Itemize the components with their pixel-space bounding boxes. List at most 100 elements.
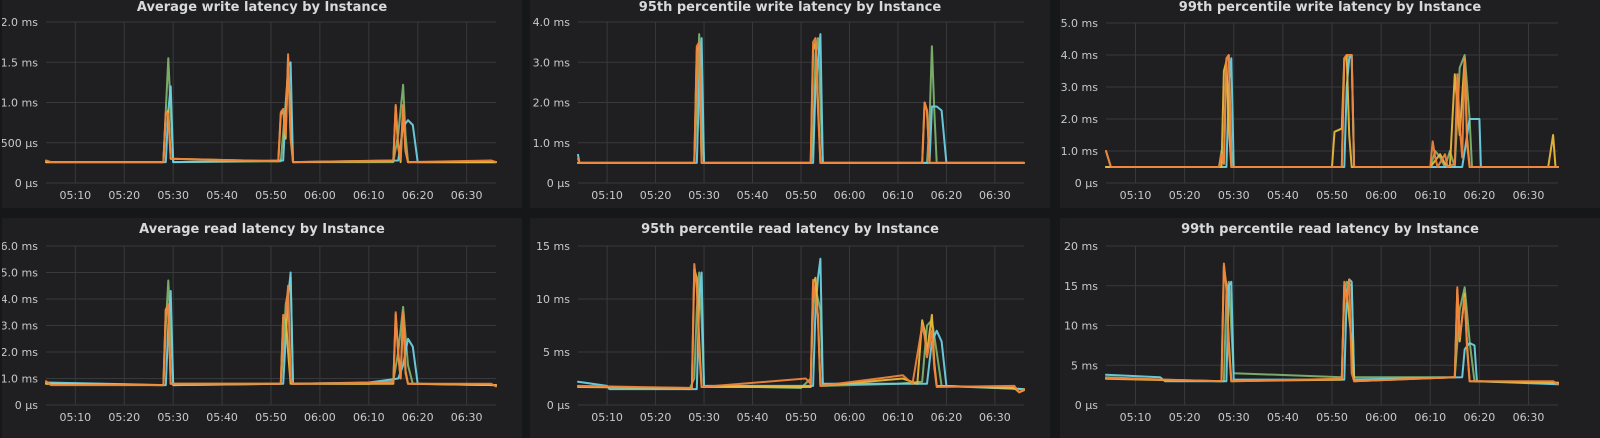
x-tick-label: 06:20	[402, 411, 434, 424]
series-line	[1105, 54, 1559, 168]
y-tick-label: 0 µs	[547, 177, 570, 190]
chart-panel-p99-read: 99th percentile read latency by Instance…	[1060, 218, 1600, 438]
series-line	[577, 263, 1025, 394]
x-tick-label: 05:50	[1316, 411, 1348, 424]
chart-svg: 0 µs 1.0 ms 2.0 ms 3.0 ms 4.0 ms 5.0 ms 6.0 ms…	[2, 240, 497, 424]
x-tick-label: 05:30	[157, 411, 189, 424]
y-tick-label: 15 ms	[1064, 280, 1098, 293]
x-tick-label: 05:20	[640, 411, 672, 424]
y-tick-label: 2.0 ms	[533, 97, 571, 110]
x-tick-label: 05:10	[59, 189, 91, 202]
x-tick-label: 05:20	[1169, 189, 1201, 202]
panel-title: 95th percentile write latency by Instanc…	[638, 0, 942, 15]
y-tick-label: 500 µs	[2, 137, 38, 150]
y-tick-label: 1.0 ms	[2, 97, 38, 110]
x-tick-label: 05:40	[737, 411, 769, 424]
x-tick-label: 05:20	[640, 189, 672, 202]
y-tick-label: 5.0 ms	[1061, 17, 1099, 30]
panel-title: 99th percentile write latency by Instanc…	[1178, 0, 1482, 15]
y-tick-label: 2.0 ms	[1061, 113, 1099, 126]
y-tick-label: 1.0 ms	[1061, 145, 1099, 158]
y-tick-label: 5 ms	[1071, 359, 1098, 372]
x-tick-label: 06:30	[979, 189, 1011, 202]
series-line	[577, 33, 1025, 164]
y-tick-label: 3.0 ms	[1061, 81, 1099, 94]
y-tick-label: 6.0 ms	[2, 240, 38, 253]
series-line	[45, 271, 497, 387]
x-tick-label: 05:10	[591, 189, 623, 202]
x-tick-label: 05:50	[1316, 189, 1348, 202]
x-tick-label: 05:40	[206, 189, 238, 202]
y-tick-label: 20 ms	[1064, 240, 1098, 253]
x-tick-label: 05:10	[591, 411, 623, 424]
x-tick-label: 05:40	[1267, 189, 1299, 202]
x-tick-label: 06:20	[931, 189, 963, 202]
x-tick-label: 06:20	[402, 189, 434, 202]
x-tick-label: 05:10	[1120, 189, 1152, 202]
x-tick-label: 06:00	[834, 411, 866, 424]
y-tick-label: 0 µs	[547, 399, 570, 412]
x-tick-label: 05:20	[1169, 411, 1201, 424]
y-tick-label: 4.0 ms	[533, 16, 571, 29]
x-tick-label: 05:10	[1120, 411, 1152, 424]
x-tick-label: 06:30	[451, 189, 483, 202]
panel-title: Average write latency by Instance	[136, 0, 388, 15]
x-tick-label: 06:00	[304, 411, 336, 424]
x-tick-label: 06:10	[1414, 189, 1446, 202]
chart-panel-avg-write: Average write latency by Instance 0 µs 50…	[2, 0, 522, 208]
chart-panel-avg-read: Average read latency by Instance 0 µs 1.0…	[2, 218, 522, 438]
y-tick-label: 0 µs	[1075, 177, 1098, 190]
x-tick-label: 05:30	[1218, 189, 1250, 202]
y-tick-label: 2.0 ms	[2, 16, 38, 29]
y-tick-label: 0 µs	[15, 177, 38, 190]
y-tick-label: 4.0 ms	[2, 293, 38, 306]
y-tick-label: 3.0 ms	[2, 320, 38, 333]
y-tick-label: 0 µs	[1075, 399, 1098, 412]
x-tick-label: 05:40	[1267, 411, 1299, 424]
x-tick-label: 05:50	[255, 189, 287, 202]
y-tick-label: 2.0 ms	[2, 346, 38, 359]
x-tick-label: 05:30	[688, 411, 720, 424]
chart-svg: 0 µs 500 µs 1.0 ms 1.5 ms 2.0 ms 05:10 05:20 05…	[2, 16, 497, 202]
panel-title: 99th percentile read latency by Instance	[1181, 222, 1479, 237]
series-line	[1105, 262, 1559, 386]
x-tick-label: 06:10	[353, 189, 385, 202]
x-tick-label: 05:50	[255, 411, 287, 424]
y-tick-label: 5 ms	[543, 346, 570, 359]
x-tick-label: 06:00	[1365, 411, 1397, 424]
y-tick-label: 10 ms	[536, 293, 570, 306]
series-line	[45, 284, 497, 388]
x-tick-label: 06:00	[834, 189, 866, 202]
chart-svg: 0 µs 1.0 ms 2.0 ms 3.0 ms 4.0 ms 05:10 05:20 05…	[533, 16, 1025, 202]
x-tick-label: 06:20	[1464, 189, 1496, 202]
x-tick-label: 06:30	[451, 411, 483, 424]
chart-svg: 0 µs 5 ms 10 ms 15 ms 05:10 05:20 05:30 05:40 05…	[536, 240, 1025, 424]
x-tick-label: 06:10	[1414, 411, 1446, 424]
panel-title: 95th percentile read latency by Instance	[641, 222, 939, 237]
series-line	[45, 53, 497, 164]
chart-svg: 0 µs 5 ms 10 ms 15 ms 20 ms 05:10 05:20 05:30 05…	[1064, 240, 1559, 424]
x-tick-label: 06:20	[931, 411, 963, 424]
chart-svg: 0 µs 1.0 ms 2.0 ms 3.0 ms 4.0 ms 5.0 ms 05:10 0…	[1061, 17, 1559, 202]
x-tick-label: 05:20	[108, 189, 140, 202]
x-tick-label: 05:50	[785, 189, 817, 202]
y-tick-label: 4.0 ms	[1061, 49, 1099, 62]
series-line	[577, 37, 1025, 164]
y-tick-label: 1.0 ms	[533, 137, 571, 150]
x-tick-label: 05:50	[785, 411, 817, 424]
x-tick-label: 06:00	[304, 189, 336, 202]
series-line	[1105, 280, 1559, 384]
x-tick-label: 06:30	[1513, 189, 1545, 202]
x-tick-label: 05:10	[59, 411, 91, 424]
x-tick-label: 06:10	[353, 411, 385, 424]
x-tick-label: 05:30	[1218, 411, 1250, 424]
x-tick-label: 05:20	[108, 411, 140, 424]
chart-panel-p95-write: 95th percentile write latency by Instanc…	[530, 0, 1050, 208]
y-tick-label: 1.5 ms	[2, 56, 38, 69]
x-tick-label: 05:30	[157, 189, 189, 202]
y-tick-label: 3.0 ms	[533, 56, 571, 69]
x-tick-label: 06:30	[979, 411, 1011, 424]
x-tick-label: 06:00	[1365, 189, 1397, 202]
panel-title: Average read latency by Instance	[139, 222, 385, 237]
x-tick-label: 05:30	[688, 189, 720, 202]
